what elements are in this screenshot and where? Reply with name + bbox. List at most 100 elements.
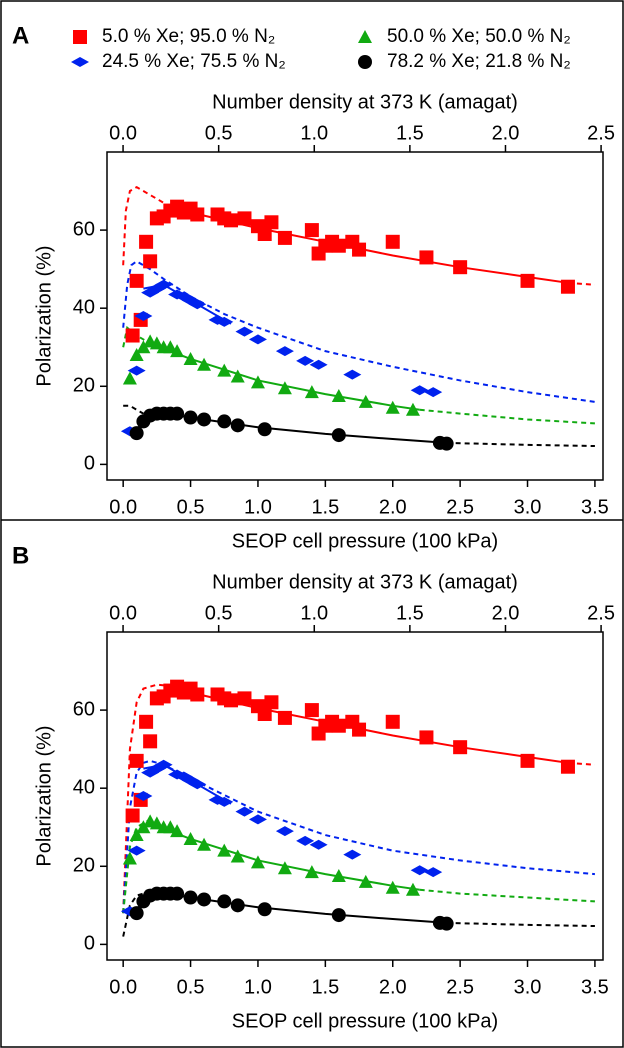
- square-marker: [264, 695, 279, 710]
- triangle-marker: [304, 865, 319, 879]
- x-tick-label: 3.0: [514, 976, 542, 998]
- legend-label: 78.2 % Xe; 21.8 % N₂: [387, 51, 571, 72]
- triangle-marker: [250, 855, 265, 869]
- square-marker: [125, 328, 140, 343]
- triangle-marker: [122, 371, 137, 385]
- square-marker: [224, 693, 238, 708]
- y-tick-label: 60: [73, 698, 95, 720]
- triangle-marker: [136, 340, 151, 354]
- x-tick-label: 0.5: [177, 976, 205, 998]
- model-curve: [122, 759, 595, 914]
- circle-marker: [170, 886, 185, 901]
- square-marker: [453, 740, 468, 755]
- triangle-marker: [331, 869, 346, 883]
- model-curve: [122, 683, 178, 914]
- diamond-marker: [309, 359, 328, 370]
- plot-frame: [106, 151, 604, 481]
- x2-tick-label: 2.0: [492, 602, 520, 624]
- circle-marker: [439, 436, 454, 451]
- x2-tick-label: 0.0: [109, 122, 137, 144]
- triangle-marker: [277, 381, 292, 395]
- square-marker: [277, 710, 292, 725]
- circle-marker: [129, 426, 144, 441]
- triangle-marker: [358, 874, 373, 888]
- triangle-marker: [197, 357, 212, 371]
- square-marker: [143, 734, 158, 749]
- square-marker: [143, 254, 158, 269]
- x2-tick-label: 1.5: [396, 602, 424, 624]
- diamond-marker: [154, 759, 173, 770]
- triangle-marker: [230, 849, 245, 863]
- square-marker: [139, 714, 154, 729]
- y-axis-label: Polarization (%): [33, 245, 55, 386]
- square-marker: [139, 234, 154, 249]
- model-curve: [419, 408, 595, 425]
- x2-tick-label: 2.5: [587, 602, 615, 624]
- x2-tick-label: 2.5: [587, 122, 615, 144]
- x-tick-label: 2.5: [446, 496, 474, 518]
- square-marker: [257, 707, 272, 721]
- circle-marker: [183, 890, 198, 905]
- circle-marker: [129, 906, 144, 921]
- square-marker: [385, 234, 400, 249]
- fit-curve: [149, 342, 420, 411]
- square-marker: [352, 722, 367, 737]
- triangle-marker: [129, 828, 144, 842]
- circle-marker: [170, 406, 185, 421]
- circle-marker: [439, 916, 454, 931]
- y-tick-label: 40: [73, 776, 95, 798]
- plot-frame: [106, 631, 604, 961]
- triangle-marker: [136, 820, 151, 834]
- triangle-marker: [250, 375, 265, 389]
- triangle-marker: [149, 336, 164, 350]
- x2-axis-label: Number density at 373 K (amagat): [212, 91, 518, 113]
- square-marker: [453, 260, 468, 275]
- diamond-marker: [154, 279, 173, 290]
- triangle-marker: [149, 816, 164, 830]
- diamond-marker: [424, 387, 443, 398]
- diamond-marker: [410, 865, 429, 876]
- diamond-marker: [188, 299, 207, 310]
- diamond-marker: [248, 334, 267, 345]
- legend-label: 50.0 % Xe; 50.0 % N₂: [387, 26, 571, 47]
- diamond-marker: [275, 826, 294, 837]
- circle-marker: [257, 422, 272, 437]
- diamond-marker: [215, 316, 234, 327]
- diamond-marker: [127, 845, 146, 856]
- x2-tick-label: 0.5: [205, 602, 233, 624]
- square-marker: [190, 207, 205, 222]
- x-tick-label: 2.0: [379, 976, 407, 998]
- square-marker: [419, 730, 434, 745]
- diamond-marker: [127, 365, 146, 376]
- square-marker: [190, 687, 205, 702]
- plot-area: [122, 185, 596, 448]
- triangle-marker: [122, 851, 137, 865]
- triangle-marker: [358, 394, 373, 408]
- y-tick-label: 60: [73, 218, 95, 240]
- x-tick-label: 2.0: [379, 496, 407, 518]
- model-curve: [122, 185, 165, 266]
- circle-marker: [331, 908, 346, 923]
- x-tick-label: 0.0: [109, 976, 137, 998]
- fit-curve: [149, 822, 420, 891]
- triangle-marker: [331, 389, 346, 403]
- triangle-marker: [217, 843, 232, 857]
- square-marker: [237, 211, 252, 226]
- triangle-marker: [385, 400, 400, 414]
- square-marker: [125, 808, 140, 823]
- square-marker: [560, 759, 575, 774]
- model-curve: [123, 404, 144, 415]
- square-marker: [257, 227, 272, 241]
- diamond-marker: [296, 835, 315, 846]
- model-curve: [122, 325, 151, 348]
- square-marker: [264, 215, 279, 230]
- square-marker: [419, 250, 434, 265]
- model-curve: [446, 921, 595, 928]
- triangle-marker: [183, 351, 198, 365]
- y-tick-label: 20: [73, 855, 95, 877]
- triangle-marker: [163, 340, 178, 354]
- x-tick-label: 1.5: [311, 976, 339, 998]
- triangle-marker: [217, 363, 232, 377]
- legend-marker: [358, 55, 372, 69]
- y-axis-label: Polarization (%): [33, 725, 55, 866]
